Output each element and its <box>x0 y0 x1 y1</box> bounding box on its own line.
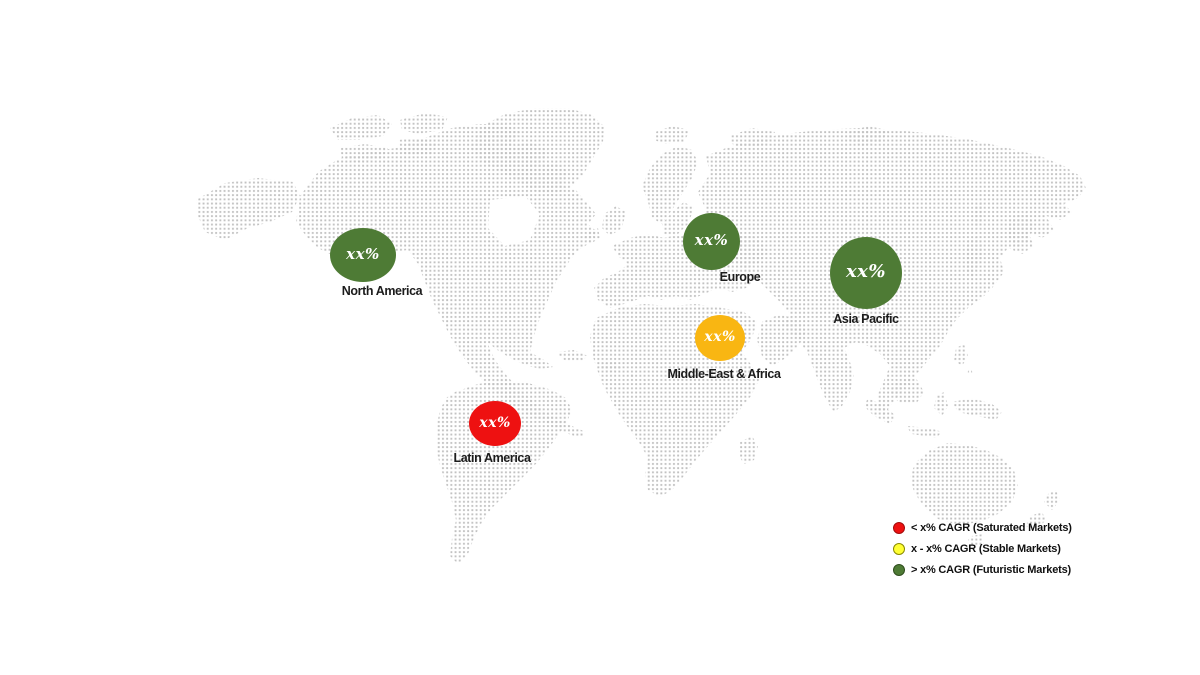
bubble-middle-east-africa: xx% <box>695 315 745 361</box>
bubble-europe: xx% <box>683 213 740 270</box>
legend-label-futuristic: > x% CAGR (Futuristic Markets) <box>911 564 1071 576</box>
cagr-legend: < x% CAGR (Saturated Markets) x - x% CAG… <box>893 521 1072 584</box>
saturated-markets-dot-icon <box>893 522 905 534</box>
bubble-value-europe: xx% <box>694 231 729 249</box>
bubble-latin-america: xx% <box>469 401 521 446</box>
continents <box>196 108 1086 564</box>
bubble-north-america: xx% <box>330 228 396 282</box>
bubble-value-asia-pacific: xx% <box>845 261 887 282</box>
stable-markets-dot-icon <box>893 543 905 555</box>
legend-row-stable: x - x% CAGR (Stable Markets) <box>893 542 1072 556</box>
legend-label-saturated: < x% CAGR (Saturated Markets) <box>911 522 1072 534</box>
legend-row-futuristic: > x% CAGR (Futuristic Markets) <box>893 563 1072 577</box>
region-label-latin-america: Latin America <box>453 451 531 465</box>
bubble-value-latin-america: xx% <box>479 414 511 431</box>
futuristic-markets-dot-icon <box>893 564 905 576</box>
region-label-middle-east-africa: Middle-East & Africa <box>667 367 781 381</box>
region-label-north-america: North America <box>341 284 423 298</box>
legend-row-saturated: < x% CAGR (Saturated Markets) <box>893 521 1072 535</box>
bubble-value-middle-east-africa: xx% <box>704 329 736 345</box>
legend-label-stable: x - x% CAGR (Stable Markets) <box>911 543 1061 555</box>
region-label-europe: Europe <box>719 270 761 284</box>
region-label-asia-pacific: Asia Pacific <box>833 312 899 326</box>
bubble-value-north-america: xx% <box>346 244 380 263</box>
bubble-asia-pacific: xx% <box>830 237 902 309</box>
